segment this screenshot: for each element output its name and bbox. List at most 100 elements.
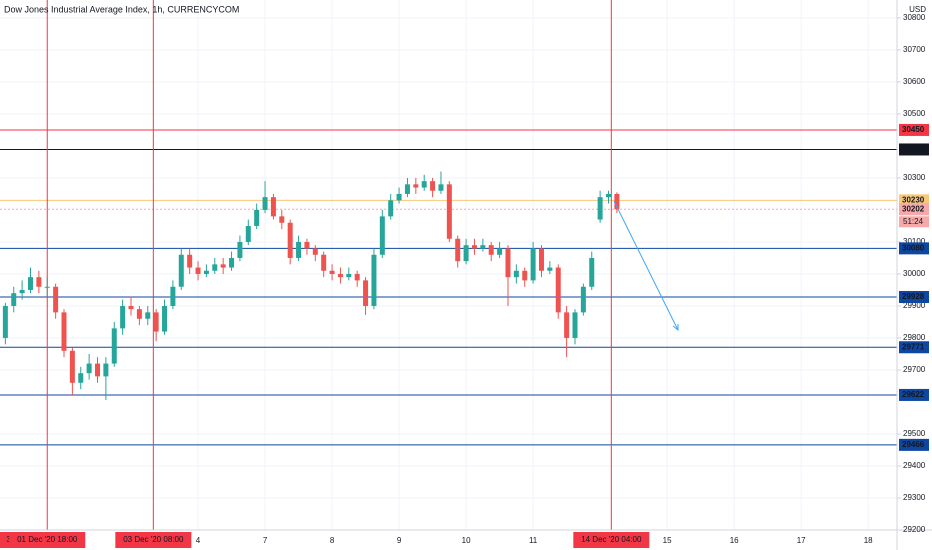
candle-body	[212, 264, 218, 271]
level-label-box	[899, 242, 929, 255]
x-tick-label: 11	[529, 536, 538, 545]
x-tick-label: 16	[730, 536, 739, 545]
candle-body	[312, 248, 318, 255]
x-tick-label: 7	[263, 536, 268, 545]
candle-body	[153, 312, 159, 332]
level-label-box	[899, 388, 929, 401]
crosshair-label: 03 Dec '20 08:00	[123, 535, 184, 544]
level-label-box	[899, 143, 929, 156]
level-label-box	[899, 123, 929, 136]
candle-body	[44, 286, 50, 288]
candle-body	[111, 328, 117, 364]
candle-body	[86, 363, 92, 374]
candle-body	[438, 184, 444, 191]
candle-body	[136, 309, 142, 319]
candle-body	[2, 305, 8, 338]
y-tick-label: 30100	[903, 237, 926, 246]
candle-body	[61, 312, 67, 351]
candle-body	[337, 273, 343, 278]
candle-body	[354, 273, 360, 281]
candle-body	[363, 280, 369, 306]
candle-body	[421, 181, 427, 188]
candle-body	[572, 312, 578, 338]
level-label-box	[899, 291, 929, 304]
arrow-head	[672, 324, 679, 332]
candle-body	[27, 277, 33, 290]
level-label: 30450	[902, 125, 925, 134]
candle-body	[19, 289, 25, 294]
x-tick-label: 4	[196, 536, 201, 545]
level-label: 30202	[902, 204, 925, 213]
candle-body	[145, 312, 151, 319]
countdown: 51:24	[903, 217, 924, 226]
crosshair-label-box	[9, 532, 86, 548]
y-tick-label: 29700	[903, 365, 926, 374]
candle-body	[547, 267, 553, 271]
candle-body	[404, 184, 410, 194]
candle-body	[170, 286, 176, 306]
candle-body	[69, 350, 75, 383]
y-tick-label: 29300	[903, 493, 926, 502]
candle-body	[262, 197, 268, 210]
candle-body	[555, 267, 561, 313]
y-tick-label: 30700	[903, 45, 926, 54]
candle-body	[220, 264, 226, 268]
candle-body	[287, 222, 293, 258]
y-tick-label: 29500	[903, 429, 926, 438]
candle-body	[187, 254, 193, 268]
candle-body	[329, 270, 335, 274]
candle-body	[430, 181, 436, 191]
y-tick-label: 29400	[903, 461, 926, 470]
candle-body	[605, 193, 611, 198]
candle-body	[497, 248, 503, 255]
candle-body	[229, 257, 235, 268]
x-tick-label: 8	[330, 536, 335, 545]
level-label: 29622	[902, 390, 925, 399]
candle-body	[245, 225, 251, 242]
candle-body	[178, 254, 184, 287]
currency: USD	[909, 5, 926, 14]
candle-body	[538, 248, 544, 271]
candle-body	[53, 286, 59, 313]
candle-body	[296, 241, 302, 258]
candle-body	[530, 248, 536, 281]
crosshair-label: 14 Dec '20 04:00	[581, 535, 642, 544]
candle-body	[321, 254, 327, 271]
level-label: 30230	[902, 195, 925, 204]
candle-body	[589, 257, 595, 287]
chart-title: Dow Jones Industrial Average Index, 1h, …	[4, 4, 239, 14]
crosshair-label-box	[573, 532, 650, 548]
x-tick-label: 15	[663, 536, 672, 545]
axes: 29200 29300 29400 29500 29700 29800 29900 30000…	[0, 13, 929, 548]
candle-body	[614, 193, 620, 210]
candle-body	[346, 273, 352, 278]
level-label: 29466	[902, 440, 925, 449]
level-label-box	[899, 341, 929, 354]
x-tick-label: 17	[797, 536, 806, 545]
y-tick-label: 30300	[903, 173, 926, 182]
x-tick-label: 9	[397, 536, 402, 545]
candle-body	[463, 245, 469, 262]
candle-body	[488, 245, 494, 255]
candle-body	[371, 254, 377, 306]
candle-body	[120, 305, 126, 329]
y-tick-label: 30600	[903, 77, 926, 86]
candle-body	[471, 245, 477, 249]
candle-body	[78, 373, 84, 383]
candle-body	[522, 270, 528, 281]
y-tick-label: 29200	[903, 525, 926, 534]
level-label-box	[899, 438, 929, 451]
candle-body	[446, 184, 452, 239]
candle-body	[270, 197, 276, 217]
candle-body	[162, 305, 168, 332]
candle-body	[237, 241, 243, 258]
candle-body	[388, 200, 394, 217]
candle-body	[564, 312, 570, 338]
level-label: 30080	[902, 243, 925, 252]
candle-body	[396, 193, 402, 201]
y-tick-label: 30800	[903, 13, 926, 22]
candle-body	[254, 209, 260, 226]
x-tick-label: 18	[864, 536, 873, 545]
level-label: 29928	[902, 292, 925, 301]
